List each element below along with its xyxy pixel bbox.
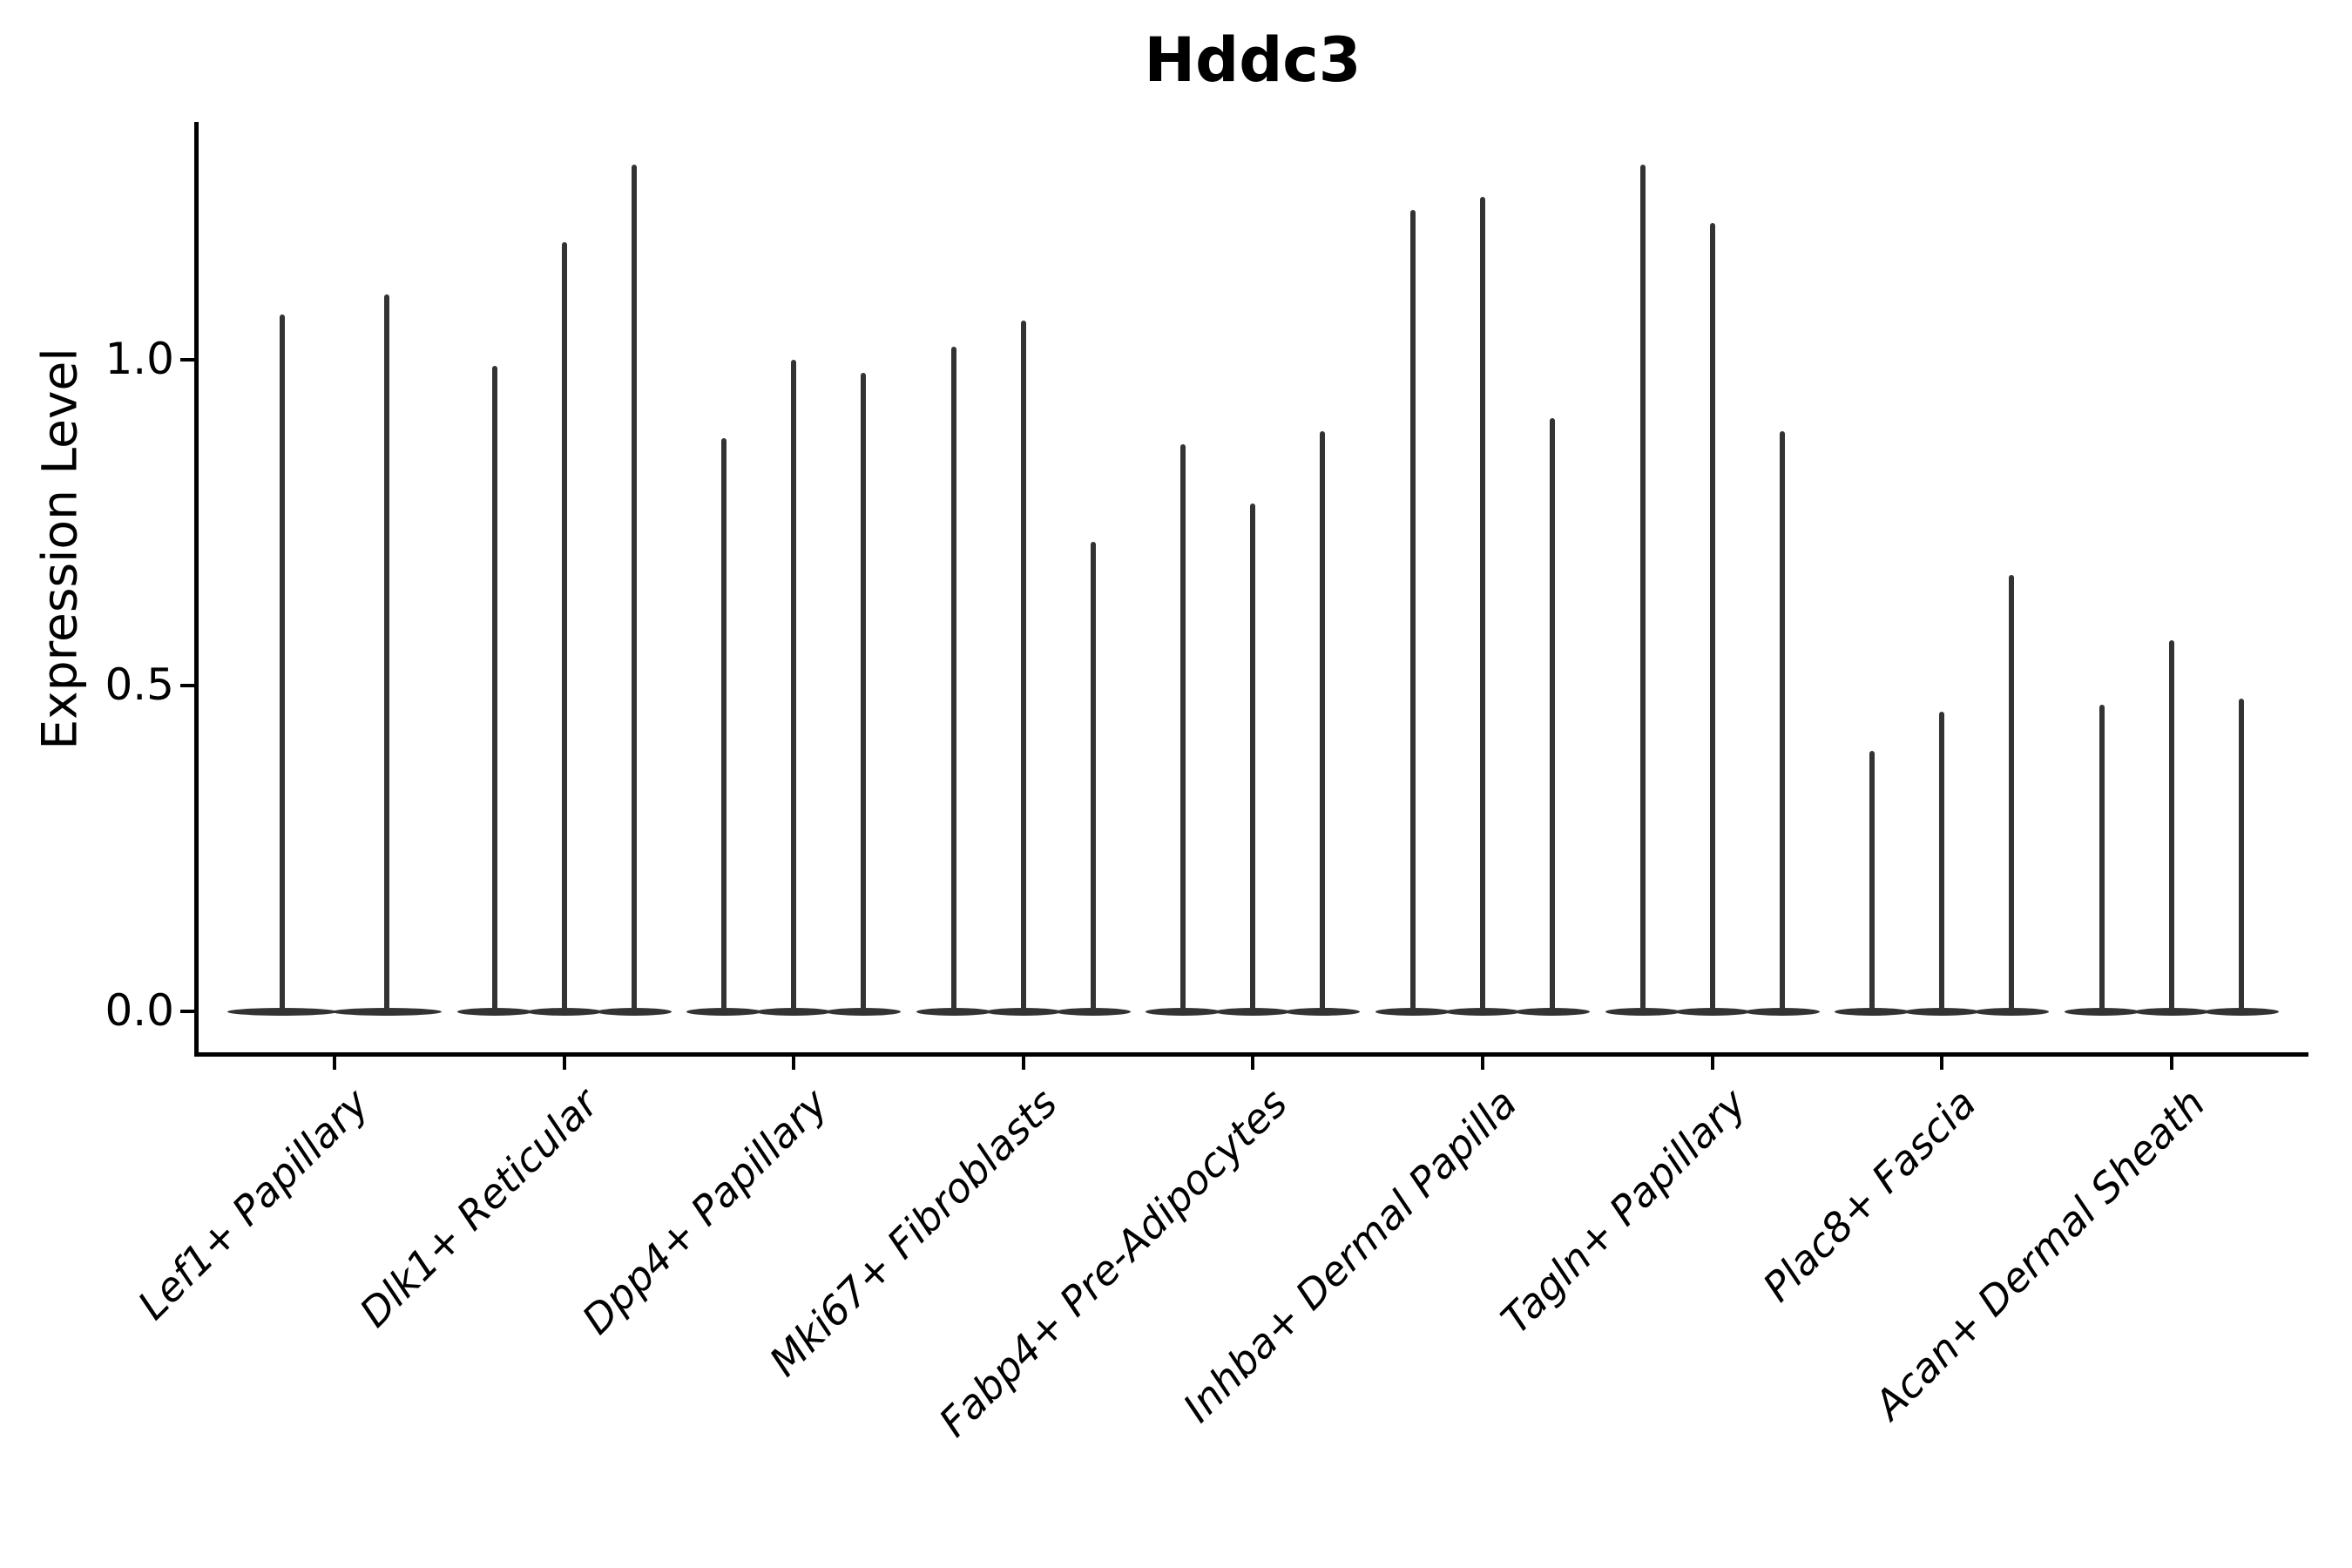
violin-spike <box>1180 444 1186 1014</box>
violin-spike <box>950 347 956 1014</box>
violin-spike <box>1939 711 1945 1014</box>
violin-spike <box>2099 705 2105 1014</box>
violin-spike <box>1709 222 1715 1014</box>
x-tick-mark <box>2169 1057 2173 1070</box>
x-tick-label: Dpp4+ Papillary <box>572 1079 837 1343</box>
violin-spike <box>1320 431 1326 1014</box>
x-tick-label: Tagln+ Papillary <box>1491 1079 1755 1343</box>
x-tick-mark <box>1710 1057 1714 1070</box>
violin-spike <box>791 360 797 1014</box>
violin-spike <box>1550 418 1555 1014</box>
violin-spike <box>561 242 567 1014</box>
y-tick-mark <box>180 684 196 687</box>
violin-spike <box>1779 431 1785 1014</box>
violin-spike <box>491 366 497 1014</box>
violin-spike <box>1250 503 1256 1014</box>
y-tick-label: 0.0 <box>105 985 174 1036</box>
plot-title: Hddc3 <box>1144 24 1362 96</box>
x-tick-mark <box>792 1057 796 1070</box>
y-tick-label: 0.5 <box>105 659 174 710</box>
x-tick-mark <box>1021 1057 1025 1070</box>
violin-spike <box>1020 321 1026 1014</box>
x-tick-label: Dlk1+ Reticular <box>350 1079 607 1336</box>
x-tick-mark <box>562 1057 566 1070</box>
violin-spike <box>1869 750 1876 1014</box>
violin-spike <box>1639 164 1646 1014</box>
x-tick-mark <box>1481 1057 1484 1070</box>
x-tick-mark <box>1251 1057 1255 1070</box>
violin-spike <box>861 372 867 1014</box>
y-tick-mark <box>180 358 196 362</box>
violin-spike <box>721 437 727 1014</box>
violin-spike <box>1410 209 1416 1014</box>
x-tick-mark <box>1940 1057 1944 1070</box>
x-tick-label: Plac8+ Fascia <box>1754 1079 1985 1311</box>
violin-spike <box>384 294 389 1014</box>
x-tick-mark <box>333 1057 336 1070</box>
violin-spike <box>2168 639 2174 1014</box>
violin-spike <box>631 164 637 1014</box>
y-axis-spine <box>194 122 199 1057</box>
violin-spike <box>1480 197 1485 1014</box>
y-axis-label: Expression Level <box>31 348 88 750</box>
violin-spike <box>280 314 285 1014</box>
y-tick-label: 1.0 <box>105 334 174 384</box>
violin-spike <box>2238 698 2244 1014</box>
x-axis-spine <box>194 1052 2308 1057</box>
violin-spike <box>2009 574 2015 1014</box>
y-tick-mark <box>180 1010 196 1013</box>
violin-spike <box>1090 542 1096 1014</box>
x-tick-label: Lef1+ Papillary <box>128 1079 378 1329</box>
